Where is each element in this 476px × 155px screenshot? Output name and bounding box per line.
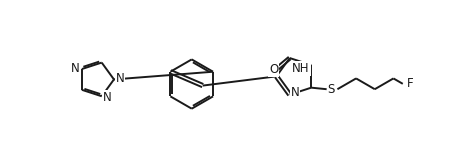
Text: F: F bbox=[406, 77, 412, 90]
Text: N: N bbox=[71, 62, 79, 75]
Text: O: O bbox=[268, 63, 278, 76]
Text: NH: NH bbox=[292, 62, 309, 75]
Text: N: N bbox=[290, 86, 298, 99]
Text: N: N bbox=[102, 91, 111, 104]
Text: S: S bbox=[327, 83, 334, 96]
Text: N: N bbox=[115, 72, 124, 85]
